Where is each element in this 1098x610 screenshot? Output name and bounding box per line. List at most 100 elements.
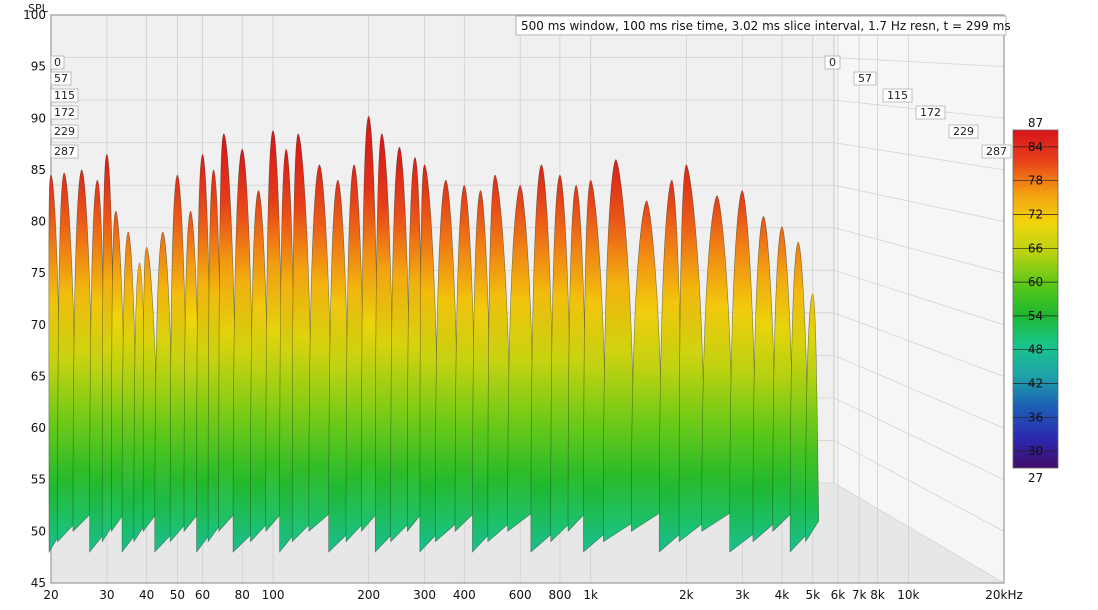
time-slice-label-right: 229 bbox=[948, 124, 979, 139]
y-tick-label: 95 bbox=[31, 60, 46, 74]
svg-text:115: 115 bbox=[54, 89, 75, 102]
colorbar: 84 78 72 66 60 54 48 42 36 30 87 27 bbox=[1012, 116, 1059, 485]
waterfall-ridge bbox=[507, 185, 536, 532]
colorbar-tick-label: 30 bbox=[1028, 444, 1043, 458]
annotation-box: 500 ms window, 100 ms rise time, 3.02 ms… bbox=[515, 15, 1011, 36]
x-tick-label: 50 bbox=[170, 588, 185, 602]
y-tick-label: 70 bbox=[31, 318, 46, 332]
svg-text:287: 287 bbox=[986, 145, 1007, 158]
svg-text:0: 0 bbox=[54, 56, 61, 69]
waterfall-ridge bbox=[602, 159, 636, 543]
colorbar-tick-label: 72 bbox=[1028, 208, 1043, 222]
colorbar-max-label: 87 bbox=[1028, 116, 1043, 130]
y-tick-label: 50 bbox=[31, 524, 46, 538]
svg-text:115: 115 bbox=[887, 89, 908, 102]
time-slice-label-left: 57 bbox=[50, 71, 72, 86]
svg-text:287: 287 bbox=[54, 145, 75, 158]
colorbar-tick-label: 48 bbox=[1028, 343, 1043, 357]
svg-text:229: 229 bbox=[54, 125, 75, 138]
y-tick-label: 65 bbox=[31, 369, 46, 383]
x-tick-label: 4k bbox=[775, 588, 790, 602]
time-slice-label-left: 0 bbox=[50, 55, 65, 70]
grid-line-y-side bbox=[833, 312, 1005, 377]
grid-line-y-side bbox=[833, 440, 1005, 532]
waterfall-ridge bbox=[805, 293, 820, 543]
x-tick-label: 300 bbox=[413, 588, 436, 602]
y-tick-label: 75 bbox=[31, 266, 46, 280]
grid-line-y-side bbox=[833, 184, 1005, 222]
x-tick-label: 100 bbox=[262, 588, 285, 602]
x-tick-label: 7k bbox=[852, 588, 867, 602]
y-tick-label: 80 bbox=[31, 215, 46, 229]
waterfall-ridge bbox=[419, 164, 440, 553]
waterfall-ridge bbox=[630, 200, 664, 532]
x-tick-label: 60 bbox=[195, 588, 210, 602]
svg-text:229: 229 bbox=[953, 125, 974, 138]
time-slice-label-right: 172 bbox=[915, 105, 946, 120]
grid-line-y-side bbox=[833, 269, 1005, 326]
colorbar-tick-label: 84 bbox=[1028, 140, 1043, 154]
grid-line-y-side bbox=[833, 482, 1005, 584]
x-tick-label: 6k bbox=[831, 588, 846, 602]
svg-text:57: 57 bbox=[54, 72, 68, 85]
grid-line-y-side bbox=[833, 354, 1005, 429]
time-slice-label-right: 115 bbox=[882, 88, 913, 103]
x-tick-label: 400 bbox=[453, 588, 476, 602]
x-tick-label: 600 bbox=[509, 588, 532, 602]
x-tick-label: 10k bbox=[897, 588, 919, 602]
x-tick-label: 40 bbox=[139, 588, 154, 602]
time-slice-label-right: 287 bbox=[981, 144, 1012, 159]
y-tick-label: 100 bbox=[23, 8, 46, 22]
svg-text:172: 172 bbox=[54, 106, 75, 119]
x-tick-label: 80 bbox=[235, 588, 250, 602]
time-slice-label-right: 57 bbox=[853, 71, 877, 86]
x-tick-label: 2k bbox=[679, 588, 694, 602]
colorbar-tick-label: 54 bbox=[1028, 309, 1043, 323]
grid-line-y-side bbox=[833, 397, 1005, 481]
colorbar-tick-label: 66 bbox=[1028, 241, 1043, 255]
waterfall-ridge bbox=[487, 174, 512, 543]
svg-text:172: 172 bbox=[920, 106, 941, 119]
x-tick-label: 20 bbox=[43, 588, 58, 602]
colorbar-tick-label: 36 bbox=[1028, 410, 1043, 424]
x-tick-label: 3k bbox=[735, 588, 750, 602]
colorbar-gradient bbox=[1012, 129, 1059, 469]
colorbar-tick-label: 60 bbox=[1028, 275, 1043, 289]
x-tick-label: 8k bbox=[870, 588, 885, 602]
y-tick-label: 90 bbox=[31, 111, 46, 125]
grid-line-y-side bbox=[833, 142, 1005, 171]
time-slice-label-right: 0 bbox=[824, 55, 841, 70]
x-tick-label: 5k bbox=[805, 588, 820, 602]
time-slice-label-left: 172 bbox=[50, 105, 79, 120]
x-tick-label: 20kHz bbox=[985, 588, 1023, 602]
colorbar-tick-label: 78 bbox=[1028, 174, 1043, 188]
waterfall-ridge bbox=[729, 190, 758, 553]
colorbar-min-label: 27 bbox=[1028, 471, 1043, 485]
x-tick-label: 1k bbox=[583, 588, 598, 602]
y-tick-label: 55 bbox=[31, 473, 46, 487]
svg-text:57: 57 bbox=[858, 72, 872, 85]
waterfall-surface bbox=[48, 115, 820, 554]
waterfall-ridge bbox=[701, 195, 734, 532]
waterfall-ridge bbox=[291, 133, 314, 543]
waterfall-ridge bbox=[218, 133, 238, 533]
y-tick-label: 85 bbox=[31, 163, 46, 177]
grid-line-y-side bbox=[833, 227, 1005, 274]
waterfall-ridge bbox=[678, 164, 707, 543]
waterfall-ridge bbox=[583, 179, 608, 553]
x-tick-label: 30 bbox=[99, 588, 114, 602]
x-tick-label: 200 bbox=[357, 588, 380, 602]
annotation-text: 500 ms window, 100 ms rise time, 3.02 ms… bbox=[521, 19, 1011, 33]
y-tick-label: 60 bbox=[31, 421, 46, 435]
svg-text:0: 0 bbox=[829, 56, 836, 69]
time-slice-label-left: 229 bbox=[50, 124, 79, 139]
waterfall-ridge bbox=[308, 164, 333, 533]
y-tick-label: 45 bbox=[31, 576, 46, 590]
time-slice-label-left: 287 bbox=[50, 144, 79, 159]
x-tick-label: 800 bbox=[548, 588, 571, 602]
time-slice-label-left: 115 bbox=[50, 88, 79, 103]
colorbar-tick-label: 42 bbox=[1028, 377, 1043, 391]
